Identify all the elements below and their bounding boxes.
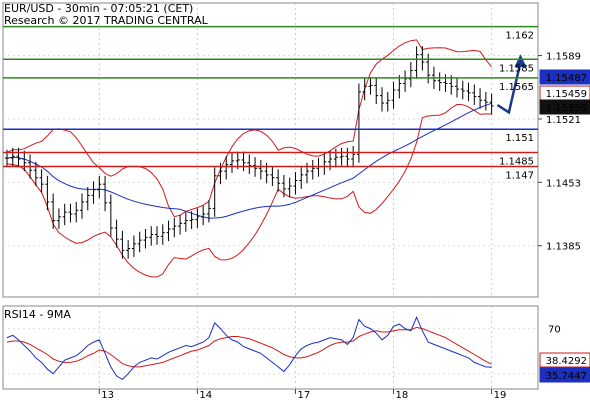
price-marker-bg-0	[539, 69, 590, 85]
bollinger-upper	[6, 39, 492, 218]
price-marker-label-0: 1.15487	[546, 73, 587, 84]
level-layer: 1.162 1.1585 1.1565 1.151 1.1485 1.147	[3, 25, 538, 181]
rsi-line	[6, 316, 492, 381]
x-tick-label-4: 19	[494, 390, 507, 400]
header-line-2: Research © 2017 TRADING CENTRAL	[4, 14, 209, 27]
rsi-marker-label-0: 38.4292	[546, 356, 587, 367]
price-marker-label-1: 1.15459	[546, 89, 587, 100]
axis-layer: 13141718191.15891.15211.14531.138570301.…	[98, 52, 590, 400]
y-tick-label-0: 1.1589	[546, 52, 581, 63]
x-tick-label-1: 14	[199, 390, 212, 400]
price-panel-frame	[2, 2, 539, 298]
x-tick-label-2: 17	[297, 390, 310, 400]
x-tick-label-0: 13	[101, 390, 114, 400]
x-tick-label-3: 18	[396, 390, 409, 400]
rsi-marker-label-1: 35.7447	[546, 371, 587, 382]
y-tick-label-3: 1.1385	[546, 242, 581, 253]
rsi-title: RSI14 - 9MA	[4, 308, 71, 321]
rsi-marker-bg-0	[539, 352, 590, 368]
y-tick-label-2: 1.1453	[546, 178, 581, 189]
rsi-y-tick-label-0: 70	[548, 325, 561, 336]
rsi-layer	[6, 316, 492, 381]
level-label-3: 1.151	[505, 133, 534, 144]
header-line-1: EUR/USD - 30min - 07:05:21 (CET)	[4, 2, 193, 15]
rsi-marker-bg-1	[539, 367, 590, 383]
price-marker-bg-2	[539, 99, 590, 115]
forecast-path	[496, 61, 522, 115]
level-label-4: 1.1485	[499, 157, 534, 168]
level-label-0: 1.162	[505, 31, 534, 42]
forecast-arrowhead	[514, 54, 527, 68]
y-tick-label-1: 1.1521	[546, 115, 581, 126]
level-label-1: 1.1585	[499, 63, 534, 74]
price-marker-label-2: 1.15359	[546, 103, 587, 114]
rsi-panel-frame	[2, 305, 539, 390]
level-label-5: 1.147	[505, 170, 534, 181]
level-label-2: 1.1565	[499, 82, 534, 93]
bollinger-lower	[6, 103, 492, 278]
grid-layer	[2, 2, 539, 390]
rsi-ma-line	[6, 326, 492, 368]
